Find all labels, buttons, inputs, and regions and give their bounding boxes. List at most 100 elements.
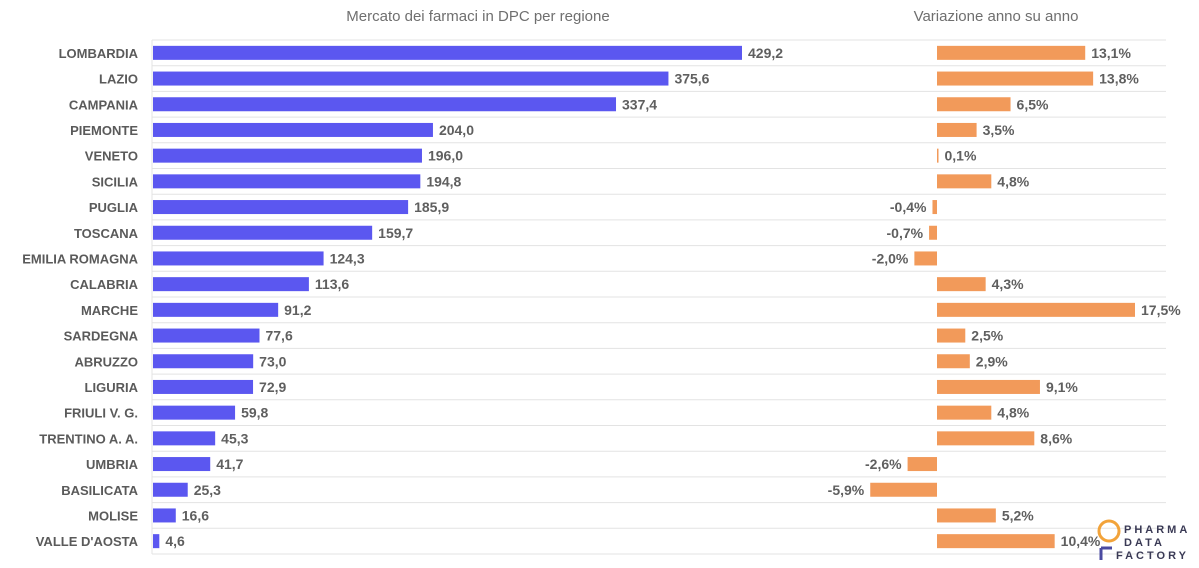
change-value-label: 4,8% [997, 405, 1029, 421]
change-bar [937, 97, 1011, 112]
change-bar [870, 482, 937, 497]
market-value-label: 375,6 [674, 71, 709, 87]
change-bar [932, 200, 937, 215]
market-bar [153, 354, 254, 369]
market-bar [153, 379, 254, 394]
pharma-data-factory-logo: PHARMA DATA FACTORY [1097, 519, 1190, 562]
market-value-label: 429,2 [748, 45, 783, 61]
change-bar [937, 148, 939, 163]
logo-p-mark [1099, 546, 1112, 560]
region-label: FRIULI V. G. [64, 406, 138, 421]
change-value-label: -0,4% [890, 199, 927, 215]
market-value-label: 16,6 [182, 507, 209, 523]
region-label: PUGLIA [89, 200, 139, 215]
region-label: CAMPANIA [69, 97, 139, 112]
logo-line-1: PHARMA [1124, 524, 1190, 536]
market-bar [153, 174, 421, 189]
region-label: SICILIA [92, 174, 139, 189]
change-bar [937, 431, 1035, 446]
change-bar [937, 508, 996, 523]
region-label: ABRUZZO [74, 354, 138, 369]
region-label: VALLE D'AOSTA [36, 534, 139, 549]
region-label: VENETO [85, 149, 138, 164]
market-value-label: 196,0 [428, 148, 463, 164]
market-bar [153, 97, 617, 112]
market-bar [153, 122, 433, 137]
market-bar [153, 200, 409, 215]
region-labels: LOMBARDIA LAZIO CAMPANIA PIEMONTE VENETO SICI… [22, 46, 138, 549]
change-bar [937, 328, 966, 343]
change-value-label: -5,9% [828, 482, 865, 498]
logo-line-2: DATA [1124, 537, 1165, 549]
change-value-label: -0,7% [887, 225, 924, 241]
market-bar [153, 328, 260, 343]
change-bar [937, 71, 1094, 86]
market-value-label: 59,8 [241, 405, 268, 421]
change-bar [937, 302, 1135, 317]
region-label: TOSCANA [74, 226, 139, 241]
change-bar [937, 534, 1055, 549]
region-label: SARDEGNA [64, 329, 139, 344]
change-value-label: 13,1% [1091, 45, 1131, 61]
market-value-label: 194,8 [426, 173, 461, 189]
region-label: MARCHE [81, 303, 138, 318]
region-label: LAZIO [99, 72, 138, 87]
logo-ring-mark [1097, 519, 1121, 543]
change-value-label: 2,9% [976, 353, 1008, 369]
market-bar [153, 508, 176, 523]
region-label: TRENTINO A. A. [39, 431, 138, 446]
region-label: LOMBARDIA [59, 46, 139, 61]
region-label: UMBRIA [86, 457, 139, 472]
change-bar [937, 354, 970, 369]
change-bar [937, 122, 977, 137]
change-value-label: 4,3% [992, 276, 1024, 292]
market-bars: 429,2 375,6 337,4 204,0 196,0 194,8 185,9159,7… [153, 45, 783, 549]
market-value-label: 73,0 [259, 353, 286, 369]
change-bar [937, 379, 1040, 394]
market-value-label: 4,6 [165, 533, 185, 549]
change-value-label: 13,8% [1099, 71, 1139, 87]
region-label: MOLISE [88, 508, 138, 523]
change-bars: 13,1% 13,8% 6,5%3,5% 0,1% 4,8% -0,4% -0,7% -2,0… [828, 45, 1182, 549]
region-label: EMILIA ROMAGNA [22, 251, 138, 266]
market-bar [153, 457, 211, 472]
market-bar [153, 71, 669, 86]
market-bar [153, 45, 742, 60]
change-value-label: 3,5% [983, 122, 1015, 138]
market-bar [153, 277, 309, 292]
market-bar [153, 482, 188, 497]
change-value-label: 5,2% [1002, 507, 1034, 523]
change-bar [907, 457, 937, 472]
change-value-label: 8,6% [1040, 430, 1072, 446]
region-label: CALABRIA [70, 277, 138, 292]
market-bar [153, 431, 216, 446]
gridlines [151, 39, 1166, 555]
market-bar [153, 405, 236, 420]
market-bar [153, 534, 160, 549]
market-value-label: 25,3 [194, 482, 221, 498]
change-bar [929, 225, 937, 240]
change-value-label: 17,5% [1141, 302, 1181, 318]
change-bar [914, 251, 937, 266]
market-bar [153, 225, 373, 240]
change-bar [937, 45, 1086, 60]
region-label: PIEMONTE [70, 123, 138, 138]
market-bar [153, 251, 324, 266]
market-bar [153, 302, 279, 317]
market-bar [153, 148, 422, 163]
change-chart-title: Variazione anno su anno [914, 8, 1079, 25]
market-value-label: 77,6 [265, 328, 292, 344]
market-value-label: 45,3 [221, 430, 248, 446]
market-value-label: 72,9 [259, 379, 286, 395]
market-value-label: 185,9 [414, 199, 449, 215]
region-label: LIGURIA [85, 380, 139, 395]
change-value-label: 0,1% [945, 148, 977, 164]
market-value-label: 113,6 [315, 276, 349, 292]
change-value-label: -2,6% [865, 456, 902, 472]
market-value-label: 124,3 [330, 250, 365, 266]
change-value-label: 10,4% [1061, 533, 1101, 549]
change-bar [937, 174, 992, 189]
change-value-label: -2,0% [872, 250, 909, 266]
